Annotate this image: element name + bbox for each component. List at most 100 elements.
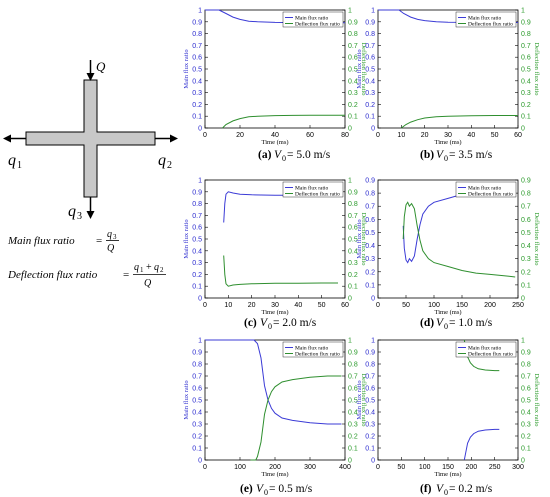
- legend-label: Main flux ratio: [468, 185, 502, 192]
- y-tick-label-right: 0.7: [348, 213, 358, 220]
- y-tick-label-left: 0.8: [365, 362, 375, 369]
- y-axis-label-right: Deflection flux ratio: [360, 373, 367, 426]
- legend-box: [282, 11, 344, 28]
- caption-subscript: 0: [444, 154, 448, 163]
- y-tick-label-right: 0.3: [521, 422, 531, 429]
- y-tick-label-left: 0.4: [365, 243, 375, 250]
- y-tick-label-left: 0.6: [192, 55, 202, 62]
- y-tick-label-left: 0.2: [365, 269, 375, 276]
- x-tick-label: 50: [491, 132, 499, 139]
- y-tick-label-left: 0.8: [365, 191, 375, 198]
- y-tick-label-left: 0.2: [192, 102, 202, 109]
- y-tick-label-right: 0.9: [348, 189, 358, 196]
- legend-box: [282, 181, 344, 198]
- x-tick-label: 40: [271, 132, 279, 139]
- y-tick-label-left: 0.8: [192, 362, 202, 369]
- y-tick-label-left: 0.8: [192, 201, 202, 208]
- y-tick-label-left: 0: [371, 296, 375, 303]
- formula-main: Main flux ratio = q 3 Q: [7, 229, 119, 254]
- y-tick-label-right: 0: [521, 296, 525, 303]
- y-tick-label-right: 0.8: [521, 191, 531, 198]
- x-axis-label: Time (ms): [261, 471, 288, 478]
- chart-panel-f: 0 00.1 0.10.2 0.20.3 0.30.4 0.40.5 0.50.6 0.60.…: [356, 338, 540, 497]
- x-tick-label: 20: [236, 132, 244, 139]
- y-tick-label-right: 0.5: [521, 67, 531, 74]
- y-tick-label-left: 0.8: [192, 31, 202, 38]
- y-tick-label-right: 0.4: [348, 78, 358, 85]
- plot-frame: [377, 9, 519, 129]
- x-tick-label: 30: [444, 132, 452, 139]
- y-tick-label-left: 0.4: [192, 410, 202, 417]
- x-tick-label: 150: [442, 464, 454, 471]
- y-tick-label-left: 1: [371, 8, 375, 15]
- y-tick-label-right: 0.2: [521, 102, 531, 109]
- x-tick-label: 400: [339, 464, 351, 471]
- y-axis-label-right: Deflection flux ratio: [360, 212, 367, 265]
- y-tick-label-right: 0.4: [348, 410, 358, 417]
- y-tick-label-left: 0.9: [365, 19, 375, 26]
- y-tick-label-right: 1: [521, 8, 525, 15]
- legend-box: [455, 341, 517, 358]
- y-tick-label-right: 0.1: [521, 114, 531, 121]
- x-axis-label: Time (ms): [261, 309, 288, 316]
- y-axis-label-left: Main flux ratio: [356, 219, 363, 258]
- formula-defl-num-a: q: [134, 262, 139, 273]
- x-tick-label: 100: [234, 464, 246, 471]
- x-tick-label: 200: [269, 464, 281, 471]
- y-tick-label-right: 1: [348, 178, 352, 185]
- y-tick-label-right: 1: [348, 8, 352, 15]
- y-tick-label-right: 0.6: [348, 55, 358, 62]
- formula-defl-num-b-sub: 2: [160, 266, 164, 274]
- y-tick-label-right: 0.8: [521, 31, 531, 38]
- label-q3-subscript: 3: [77, 211, 82, 222]
- y-tick-label-right: 0.1: [348, 114, 358, 121]
- y-tick-label-left: 0.7: [365, 204, 375, 211]
- y-tick-label-right: 0.9: [348, 19, 358, 26]
- x-tick-label: 30: [271, 302, 279, 309]
- caption-value: = 1.0 m/s: [449, 317, 493, 329]
- pipe-cross-diagram: Q q 1 q 2 q 3: [3, 59, 178, 222]
- y-tick-label-left: 0.4: [192, 248, 202, 255]
- y-tick-label-right: 0.7: [521, 204, 531, 211]
- formula-defl-equals: =: [123, 269, 129, 281]
- y-tick-label-right: 0.5: [348, 237, 358, 244]
- x-axis-label: Time (ms): [434, 139, 461, 146]
- legend-label: Main flux ratio: [468, 345, 502, 352]
- y-tick-label-right: 0: [348, 296, 352, 303]
- pipe-cross-shape: [25, 79, 156, 198]
- y-tick-label-right: 0.5: [521, 398, 531, 405]
- legend-label: Deflection flux ratio: [295, 21, 340, 28]
- y-tick-label-left: 0.7: [365, 43, 375, 50]
- y-tick-label-left: 0.1: [192, 284, 202, 291]
- x-tick-label: 0: [203, 464, 207, 471]
- x-tick-label: 250: [489, 464, 501, 471]
- series-line-main-flux: [205, 339, 342, 425]
- y-tick-label-left: 0.1: [365, 114, 375, 121]
- y-axis-label-right: Deflection flux ratio: [533, 212, 540, 265]
- y-tick-label-right: 1: [521, 338, 525, 345]
- y-tick-label-left: 0.1: [192, 446, 202, 453]
- y-tick-label-left: 0.6: [365, 386, 375, 393]
- x-tick-label: 50: [318, 302, 326, 309]
- x-tick-label: 0: [376, 464, 380, 471]
- legend-label: Deflection flux ratio: [468, 191, 513, 198]
- y-tick-label-left: 0.3: [192, 90, 202, 97]
- chart-panel-b: 0 00.1 0.10.2 0.20.3 0.30.4 0.40.5 0.50.6 0.60.…: [356, 8, 540, 164]
- y-tick-label-right: 0.3: [348, 422, 358, 429]
- caption-subscript: 0: [444, 322, 448, 331]
- formula-defl-denominator: Q: [144, 278, 152, 289]
- caption-subscript: 0: [282, 154, 286, 163]
- y-tick-label-left: 0.3: [192, 260, 202, 267]
- y-tick-label-left: 0.3: [365, 90, 375, 97]
- caption-subscript: 0: [268, 322, 272, 331]
- y-tick-label-right: 0.7: [521, 43, 531, 50]
- y-tick-label-left: 0.6: [365, 217, 375, 224]
- x-tick-label: 0: [203, 302, 207, 309]
- y-tick-label-left: 0.5: [192, 67, 202, 74]
- formula-defl-num-a-sub: 1: [140, 266, 144, 274]
- y-tick-label-right: 0.7: [521, 374, 531, 381]
- y-tick-label-right: 0.9: [521, 19, 531, 26]
- caption-subscript: 0: [264, 488, 268, 497]
- y-tick-label-left: 1: [371, 338, 375, 345]
